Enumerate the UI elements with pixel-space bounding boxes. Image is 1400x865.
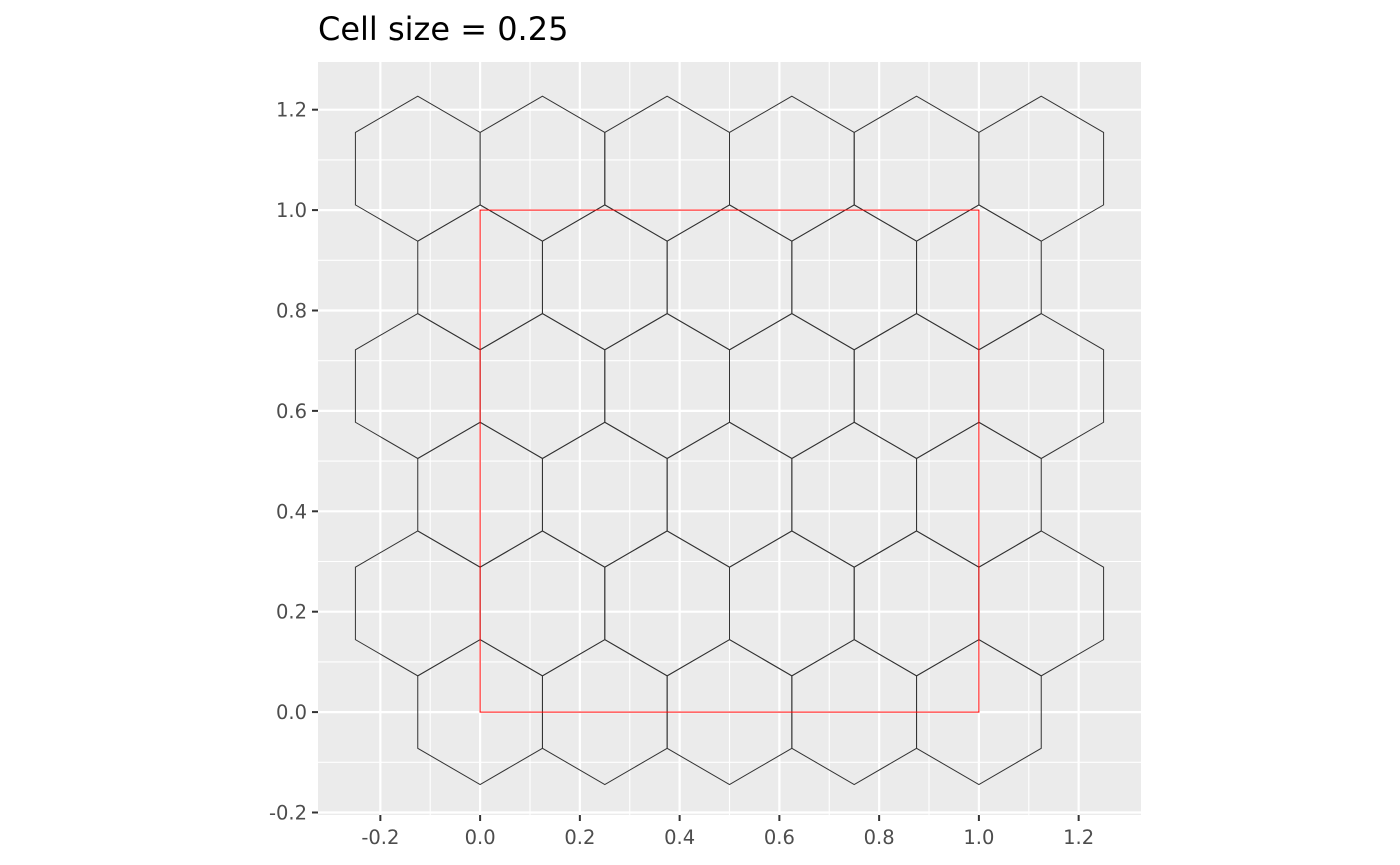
gridlines [318,62,1141,815]
axes: -0.2 0.0 0.2 0.4 0.6 0.8 1.0 1.2 -0.2 0.0 0.2 0.4 0.… [269,99,1094,849]
y-tick-label: -0.2 [269,801,307,824]
y-tick-label: 1.0 [276,199,307,222]
boundary-layer [479,209,980,713]
x-tick-label: 1.0 [963,826,994,849]
y-tick-label: 0.6 [276,400,307,423]
x-tick-label: 0.0 [465,826,496,849]
x-tick-label: -0.2 [361,826,399,849]
x-tick-label: 0.2 [564,826,595,849]
y-tick-label: 0.0 [276,701,307,724]
hexagon-cell [978,95,1105,242]
chart-title: Cell size = 0.25 [318,10,568,48]
x-tick-label: 0.6 [764,826,795,849]
y-tick-label: 0.4 [276,500,307,523]
x-tick-label: 0.8 [864,826,895,849]
boundary-square [479,209,980,713]
y-tick-label: 0.8 [276,299,307,322]
x-tick-label: 0.4 [664,826,695,849]
y-tick-label: 0.2 [276,601,307,624]
x-tick-label: 1.2 [1063,826,1094,849]
y-tick-label: 1.2 [276,99,307,122]
